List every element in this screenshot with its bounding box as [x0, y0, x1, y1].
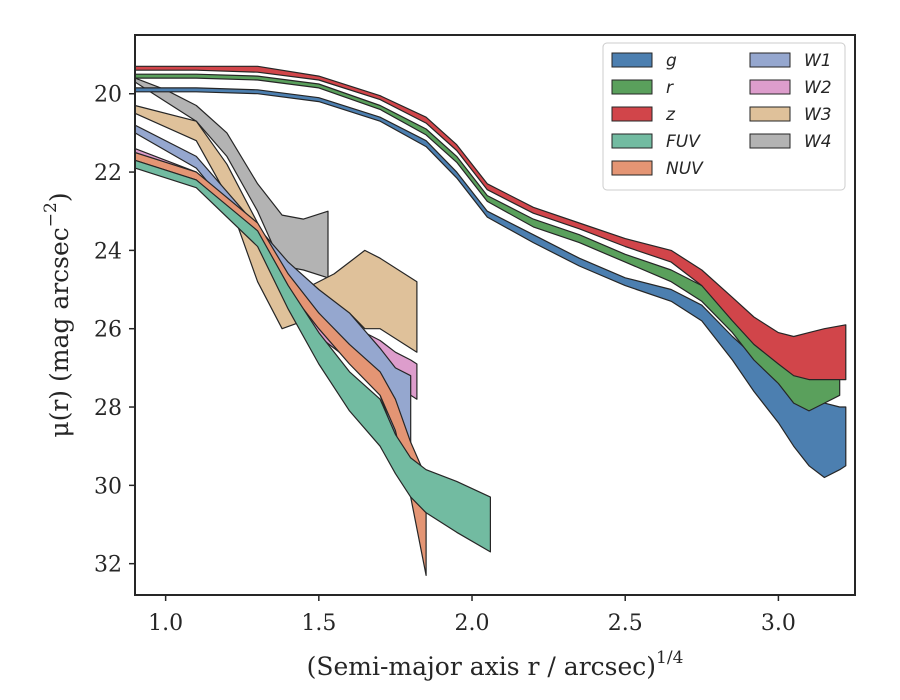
x-axis-label: (Semi-major axis r / arcsec)1/4: [307, 648, 684, 681]
legend-label-w4: W4: [804, 132, 832, 152]
legend-label-w1: W1: [804, 51, 832, 71]
band-z: [134, 65, 847, 381]
legend-swatch-g: [611, 52, 653, 68]
legend: grz FUV NUV W1 W2 W3 W4: [602, 42, 846, 191]
legend-swatch-z: [611, 106, 653, 122]
y-axis-label-superscript: −2: [41, 202, 61, 227]
legend-label-fuv: FUV: [666, 132, 701, 152]
legend-label-g: g: [666, 51, 677, 71]
legend-swatch-w1: [749, 52, 791, 68]
y-tick-label: 32: [94, 553, 122, 578]
y-tick-label: 20: [94, 83, 122, 108]
x-axis-label-main: (Semi-major axis r / arcsec): [307, 652, 656, 681]
x-tick-label: 1.5: [301, 611, 336, 636]
legend-label-z: z: [665, 105, 676, 125]
legend-label-w2: W2: [804, 78, 832, 98]
x-tick-label: 1.0: [148, 611, 183, 636]
legend-swatch-w2: [749, 79, 791, 95]
y-axis-label: μ(r) (mag arcsec−2): [41, 192, 74, 437]
y-tick-label: 30: [94, 474, 122, 499]
x-tick-label: 2.5: [608, 611, 643, 636]
plot-frame: [134, 34, 856, 596]
y-tick-label: 26: [94, 318, 122, 343]
y-axis-label-main: μ(r) (mag arcsec: [45, 227, 74, 437]
legend-swatch-w4: [749, 133, 791, 149]
legend-label-r: r: [666, 78, 674, 98]
x-axis: 1.0 1.5 2.0 2.5 3.0: [148, 595, 796, 636]
x-tick-label: 2.0: [455, 611, 490, 636]
legend-swatch-r: [611, 79, 653, 95]
x-tick-label: 3.0: [761, 611, 796, 636]
x-axis-label-superscript: 1/4: [656, 648, 683, 668]
y-tick-label: 28: [94, 396, 122, 421]
bands-layer: [134, 65, 847, 577]
legend-label-nuv: NUV: [666, 159, 704, 179]
band-fuv: [134, 159, 491, 553]
band-g: [134, 87, 847, 479]
y-axis-label-close: ): [45, 192, 74, 202]
legend-swatch-nuv: [611, 160, 653, 176]
legend-swatch-fuv: [611, 133, 653, 149]
y-axis: 20 22 24 26 28 30 32: [94, 83, 135, 578]
legend-swatch-w3: [749, 106, 791, 122]
y-tick-label: 22: [94, 161, 122, 186]
legend-label-w3: W3: [804, 105, 832, 125]
band-r: [134, 73, 841, 412]
y-tick-label: 24: [94, 239, 122, 264]
